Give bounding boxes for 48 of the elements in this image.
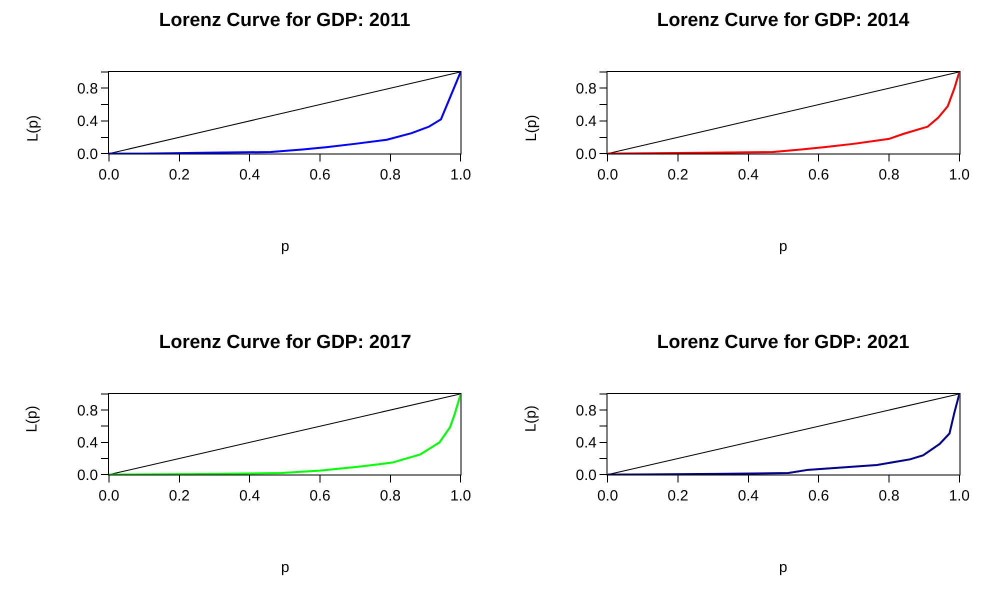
x-tick-label: 0.0: [597, 488, 618, 505]
x-axis-title: p: [779, 238, 788, 255]
y-axis-title: L(p): [24, 115, 42, 142]
x-tick-label: 0.6: [808, 488, 830, 505]
y-axis-title: L(p): [522, 114, 540, 142]
x-tick-label: 0.6: [808, 166, 830, 184]
y-tick-label: 0.0: [77, 466, 98, 484]
x-tick-label: 0.4: [738, 166, 759, 184]
y-axis-title: L(p): [522, 405, 540, 432]
x-axis-title: p: [779, 559, 788, 576]
x-tick-label: 0.6: [310, 166, 330, 184]
y-tick-label: 0.0: [77, 146, 98, 163]
x-tick-label: 0.8: [380, 488, 401, 505]
x-axis-title: p: [281, 238, 290, 255]
y-tick-label: 0.8: [77, 402, 98, 420]
x-tick-label: 1.0: [948, 488, 970, 505]
x-tick-label: 0.2: [168, 166, 190, 184]
x-tick-label: 1.0: [450, 166, 472, 184]
y-tick-label: 0.0: [576, 146, 597, 163]
x-tick-label: 0.4: [239, 166, 260, 184]
y-tick-label: 0.4: [77, 113, 98, 130]
y-tick-label: 0.8: [576, 402, 597, 420]
chart-title: Lorenz Curve for GDP: 2021: [657, 332, 910, 353]
y-tick-label: 0.4: [576, 434, 597, 452]
chart-title: Lorenz Curve for GDP: 2017: [159, 332, 412, 353]
x-tick-label: 0.4: [738, 488, 759, 505]
x-tick-label: 0.0: [98, 166, 120, 184]
x-tick-label: 0.2: [168, 488, 190, 505]
x-tick-label: 0.2: [668, 166, 688, 184]
x-axis-title: p: [281, 559, 290, 576]
x-tick-label: 0.8: [380, 166, 401, 184]
chart-title: Lorenz Curve for GDP: 2014: [657, 10, 910, 31]
y-tick-label: 0.8: [77, 80, 98, 98]
chart-title: Lorenz Curve for GDP: 2011: [159, 10, 411, 31]
x-tick-label: 1.0: [948, 166, 970, 184]
x-tick-label: 0.8: [878, 166, 900, 184]
y-axis-title: L(p): [24, 406, 41, 432]
x-tick-label: 0.0: [98, 488, 120, 505]
y-tick-label: 0.0: [576, 466, 597, 484]
x-tick-label: 0.0: [597, 166, 618, 184]
x-tick-label: 1.0: [450, 488, 472, 505]
x-tick-label: 0.4: [239, 488, 260, 505]
y-tick-label: 0.4: [576, 113, 597, 130]
y-tick-label: 0.4: [77, 434, 98, 452]
x-tick-label: 0.6: [310, 488, 330, 505]
y-tick-label: 0.8: [576, 80, 597, 98]
x-tick-label: 0.8: [878, 488, 900, 505]
x-tick-label: 0.2: [668, 488, 688, 505]
